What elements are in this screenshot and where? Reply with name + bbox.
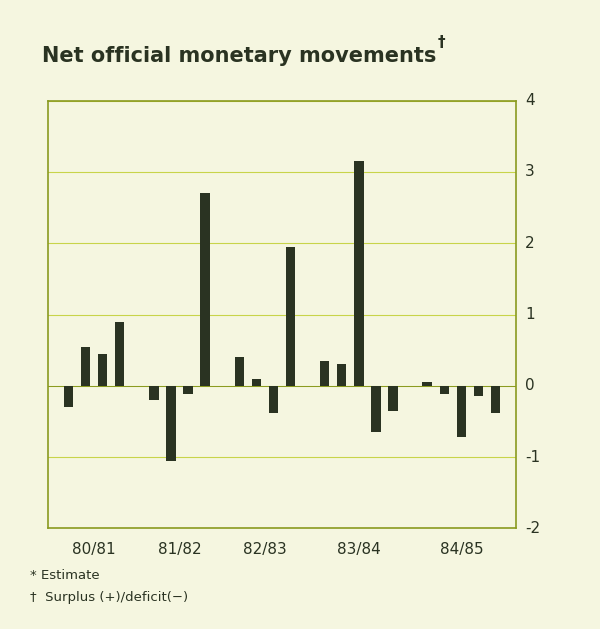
Bar xyxy=(422,382,432,386)
Bar xyxy=(491,386,500,413)
Bar xyxy=(337,364,346,386)
Bar xyxy=(235,357,244,386)
Text: * Estimate: * Estimate xyxy=(30,569,100,582)
Text: 2: 2 xyxy=(525,236,535,251)
Bar xyxy=(286,247,295,386)
Text: 0: 0 xyxy=(525,378,535,393)
Bar xyxy=(440,386,449,394)
Text: 1: 1 xyxy=(525,307,535,322)
Bar xyxy=(149,386,158,400)
Bar xyxy=(251,379,261,386)
Text: -1: -1 xyxy=(525,450,540,465)
Bar xyxy=(115,321,124,386)
Bar xyxy=(184,386,193,394)
Bar xyxy=(371,386,380,432)
Bar xyxy=(64,386,73,407)
Bar xyxy=(354,161,364,386)
Bar xyxy=(166,386,176,460)
Text: Net official monetary movements: Net official monetary movements xyxy=(42,46,436,66)
Bar xyxy=(200,193,210,386)
Text: 3: 3 xyxy=(525,164,535,179)
Bar xyxy=(98,353,107,386)
Bar xyxy=(320,361,329,386)
Bar xyxy=(474,386,483,396)
Text: †  Surplus (+)/deficit(−): † Surplus (+)/deficit(−) xyxy=(30,591,188,604)
Text: †: † xyxy=(438,35,446,50)
Text: -2: -2 xyxy=(525,521,540,536)
Bar xyxy=(457,386,466,437)
Bar xyxy=(388,386,398,411)
Text: 4: 4 xyxy=(525,93,535,108)
Bar xyxy=(269,386,278,413)
Bar xyxy=(81,347,90,386)
